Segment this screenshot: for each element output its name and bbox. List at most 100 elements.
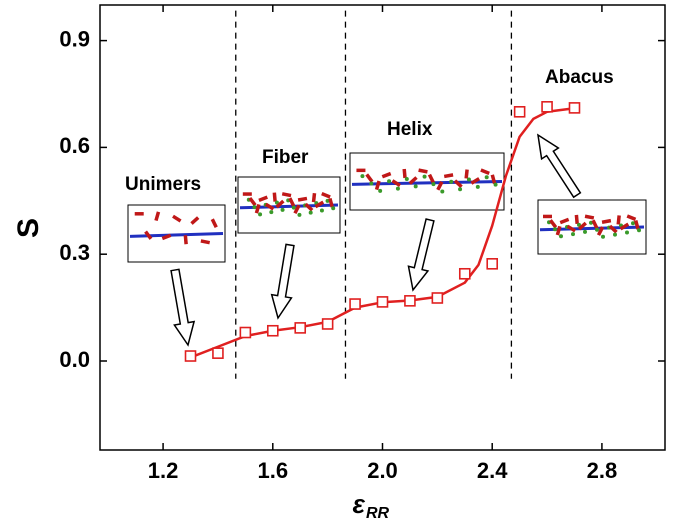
inset-rod (619, 222, 630, 231)
inset-rod (297, 196, 308, 202)
data-point (568, 102, 581, 114)
inset-rod (543, 214, 552, 219)
y-tick-label: 0.0 (59, 347, 90, 372)
inset-rod (293, 204, 301, 215)
inset-rod (574, 214, 579, 225)
x-tick-label: 2.0 (367, 458, 398, 483)
data-point (184, 350, 197, 362)
inset-rod (464, 169, 469, 179)
inset-bead (297, 212, 302, 217)
inset-rod (402, 168, 407, 179)
inset-bead (553, 227, 557, 232)
inset-rod (608, 224, 618, 234)
inset-bead (308, 210, 313, 215)
data-point (294, 322, 307, 334)
inset-rod (443, 173, 454, 179)
inset-bead (413, 184, 418, 189)
inset-rod (200, 239, 211, 245)
inset-rod (591, 219, 599, 230)
inset-rod (254, 203, 261, 214)
inset-bead (631, 221, 635, 226)
x-tick-label: 1.2 (148, 458, 179, 483)
inset-rod (281, 192, 292, 198)
inset-rod (328, 197, 334, 208)
inset-chain (129, 232, 224, 238)
inset-bead (387, 179, 392, 184)
data-point (431, 292, 444, 304)
inset-bead (404, 176, 409, 181)
inset-rod (258, 195, 268, 203)
inset-rod (242, 192, 252, 196)
inset-bead (291, 205, 296, 210)
arrow (270, 243, 295, 320)
inset-rod (356, 168, 366, 173)
inset-bead (484, 175, 489, 180)
data-point (486, 258, 499, 270)
inset-rod (210, 218, 218, 229)
inset-rod (391, 179, 401, 187)
inset-rod (365, 173, 374, 183)
inset-bead (269, 210, 274, 215)
data-point (376, 296, 389, 308)
data-point (404, 295, 416, 307)
y-tick-label: 0.9 (59, 26, 90, 51)
inset-rod (490, 174, 497, 184)
inset-bead (613, 232, 617, 237)
inset-rod (584, 214, 595, 220)
inset-rod (321, 192, 331, 199)
inset-rod (288, 197, 296, 208)
annotation: Fiber (262, 147, 309, 168)
inset-rod (566, 224, 577, 233)
inset-bead (431, 182, 436, 187)
inset-bead (378, 188, 383, 193)
inset-rod (172, 214, 182, 223)
inset-rod (480, 168, 490, 175)
x-tick-label: 2.4 (477, 458, 508, 483)
data-point (212, 347, 224, 359)
inset-rod (601, 218, 612, 224)
inset-bead (449, 179, 454, 184)
inset-bead (395, 186, 400, 191)
inset-rod (559, 217, 570, 225)
inset-bead (422, 174, 427, 179)
inset-rod (453, 179, 463, 189)
inset-bead (440, 189, 445, 194)
inset-bead (637, 228, 641, 233)
inset-bead (458, 187, 463, 192)
arrow (407, 218, 435, 292)
inset-bead (577, 222, 581, 227)
inset-rod (626, 214, 637, 222)
inset-bead (258, 212, 263, 217)
inset-rod (374, 180, 381, 191)
inset-bead (595, 227, 599, 232)
inset-rod (381, 171, 392, 179)
inset-rod (577, 221, 587, 231)
y-axis-label: S (12, 218, 45, 238)
inset-bead (625, 230, 629, 235)
inset-bead (571, 232, 575, 237)
inset-rod (548, 219, 558, 229)
y-tick-label: 0.3 (59, 240, 90, 265)
y-tick-label: 0.6 (59, 133, 90, 158)
annotation: Unimers (125, 174, 201, 195)
inset-bead (466, 177, 471, 182)
inset-rod (144, 230, 153, 240)
inset-bead (583, 229, 587, 234)
inset-rod (555, 225, 562, 236)
inset-rod (183, 235, 188, 245)
inset-bead (252, 205, 257, 210)
x-axis-label: ε (353, 489, 366, 519)
inset-rod (272, 192, 277, 202)
arrow (170, 268, 196, 347)
inset-bead (493, 182, 498, 187)
inset-rod (616, 215, 621, 225)
inset-rod (161, 233, 172, 241)
inset-rod (154, 211, 161, 222)
inset-rod (304, 202, 314, 212)
inset-rod (596, 226, 605, 236)
inset-bead (280, 207, 285, 212)
data-point (266, 324, 279, 337)
inset-rod (311, 192, 317, 203)
inset-bead (360, 174, 365, 179)
